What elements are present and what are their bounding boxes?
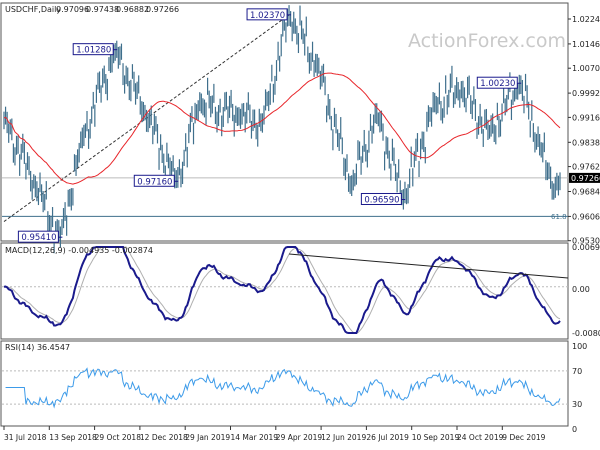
macd-trendline xyxy=(289,253,569,279)
x-axis-label: 24 Oct 2019 xyxy=(457,433,504,442)
x-axis-label: 29 Jan 2019 xyxy=(185,433,230,442)
rsi-axis-label: 100 xyxy=(572,342,587,351)
last-price-label: 0.97266 xyxy=(571,174,600,183)
pivot-label: 1.02370 xyxy=(250,11,285,21)
x-axis-label: 31 Jul 2018 xyxy=(4,433,47,442)
price-axis-label: 1.01460 xyxy=(572,40,600,49)
x-axis-label: 14 Mar 2019 xyxy=(231,433,279,442)
macd-axis-label: -0.008049 xyxy=(572,329,600,338)
last-price-box xyxy=(569,172,600,183)
x-axis-label: 26 Jul 2019 xyxy=(366,433,409,442)
main-panel xyxy=(0,2,569,242)
symbol-header: USDCHF,Daily xyxy=(5,5,61,14)
x-axis-label: 12 Jun 2019 xyxy=(321,433,366,442)
macd-axis-label: 0.006927 xyxy=(572,243,600,252)
macd-signal-line xyxy=(3,246,561,334)
macd-axis-label: 0.00 xyxy=(572,285,590,294)
fib-label: 61.8 xyxy=(551,213,567,221)
rsi-line xyxy=(5,367,561,409)
x-axis-label: 10 Sep 2019 xyxy=(412,433,460,442)
pivot-label: 0.95410 xyxy=(21,233,56,243)
pivot-label: 0.96590 xyxy=(364,195,399,205)
moving-average-line xyxy=(3,72,561,185)
rsi-label: RSI(14) 36.4547 xyxy=(5,343,70,352)
price-axis-label: 1.02240 xyxy=(572,15,600,24)
macd-panel xyxy=(0,242,569,340)
rsi-axis-label: 70 xyxy=(572,367,582,376)
x-axis-label: 29 Apr 2019 xyxy=(276,433,323,442)
rsi-axis-label: 0 xyxy=(572,425,577,434)
macd-label: MACD(12,26,9) -0.004935 -0.002874 xyxy=(5,246,153,255)
rsi-panel xyxy=(0,340,569,427)
pivot-label: 1.01280 xyxy=(76,46,111,56)
ohlc-2: 0.96882 xyxy=(116,5,149,14)
x-axis-label: 12 Dec 2018 xyxy=(140,433,188,442)
x-axis-label: 13 Sep 2018 xyxy=(49,433,97,442)
rsi-axis-label: 30 xyxy=(572,400,582,409)
x-axis-label: 29 Oct 2018 xyxy=(95,433,142,442)
ohlc-3: 0.97266 xyxy=(146,5,179,14)
ohlc-1: 0.97438 xyxy=(86,5,119,14)
macd-line xyxy=(3,246,561,334)
ohlc-0: 0.97096 xyxy=(56,5,89,14)
pivot-label: 0.97160 xyxy=(137,177,172,187)
x-axis-label: 9 Dec 2019 xyxy=(502,433,545,442)
pivot-label: 1.00230 xyxy=(480,79,515,89)
watermark: ActionForex.com xyxy=(408,30,566,52)
